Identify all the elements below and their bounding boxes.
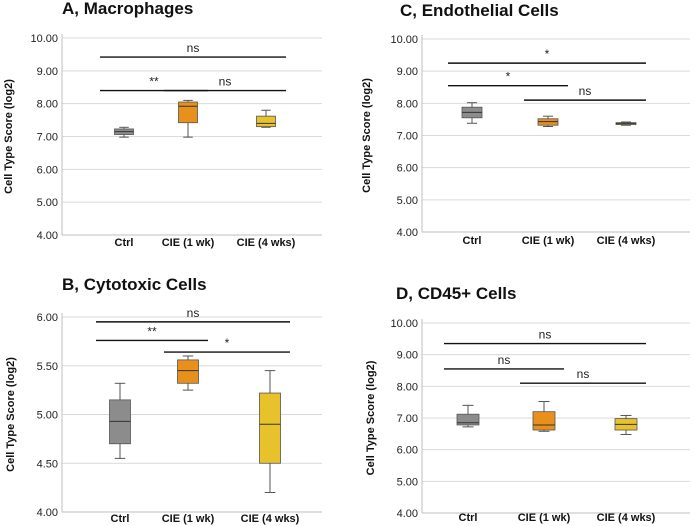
box-ctrl <box>109 382 131 459</box>
box-cie-1-wk <box>532 401 556 432</box>
box-cie-4-wks <box>615 121 637 126</box>
box-cie-4-wks <box>259 370 281 493</box>
y-tick-label: 10.00 <box>390 34 418 46</box>
y-tick-label: 4.00 <box>397 227 418 239</box>
y-tick-label: 6.00 <box>37 312 58 324</box>
iqr-box <box>256 115 276 128</box>
category-label: Ctrl <box>459 512 478 524</box>
y-tick-label: 8.00 <box>37 99 58 111</box>
y-tick-label: 10.00 <box>30 33 58 45</box>
significance-label: * <box>225 336 230 350</box>
significance-label: ns <box>498 353 511 367</box>
category-label: CIE (1 wk) <box>162 513 215 525</box>
panel-title: C, Endothelial Cells <box>400 1 559 20</box>
category-label: Ctrl <box>111 513 130 525</box>
significance-label: * <box>506 70 511 84</box>
box-ctrl <box>114 126 134 138</box>
panel-title: D, CD45+ Cells <box>396 284 516 303</box>
category-label: CIE (1 wk) <box>162 237 215 249</box>
y-tick-label: 7.00 <box>37 132 58 144</box>
iqr-box <box>456 413 480 426</box>
category-label: CIE (4 wks) <box>241 513 300 525</box>
panel-title: A, Macrophages <box>62 0 193 18</box>
y-tick-label: 7.00 <box>397 413 418 425</box>
y-tick-label: 7.00 <box>397 131 418 143</box>
category-label: CIE (4 wks) <box>597 512 656 524</box>
panel-d: D, CD45+ Cells 4.00 5.00 6.00 7.00 8.00 9.00 10… <box>365 284 690 524</box>
iqr-box <box>178 101 198 124</box>
y-axis-title: Cell Type Score (log2) <box>365 360 377 475</box>
significance-label: ns <box>219 75 232 89</box>
significance-label: ns <box>577 367 590 381</box>
y-tick-label: 4.00 <box>397 508 418 520</box>
y-tick-label: 5.00 <box>397 195 418 207</box>
category-label: CIE (1 wk) <box>522 235 575 247</box>
panel-c: C, Endothelial Cells 4.00 5.00 6.00 7.00 8.00… <box>361 1 690 247</box>
y-tick-label: 6.00 <box>397 163 418 175</box>
iqr-box <box>177 359 199 384</box>
box-cie-4-wks <box>256 109 276 128</box>
box-cie-4-wks <box>614 414 638 435</box>
panel-a: A, Macrophages 4.00 5.00 6.00 7.00 8.00 9.00 10… <box>3 0 322 249</box>
y-axis-title: Cell Type Score (log2) <box>361 78 373 193</box>
box-ctrl <box>461 102 483 124</box>
iqr-box <box>532 411 556 431</box>
y-tick-label: 4.00 <box>37 230 58 242</box>
y-tick-label: 8.00 <box>397 98 418 110</box>
y-axis-title: Cell Type Score (log2) <box>5 357 17 472</box>
y-tick-label: 9.00 <box>37 66 58 78</box>
significance-label: * <box>545 47 550 61</box>
y-tick-label: 4.50 <box>37 458 58 470</box>
category-label: Ctrl <box>115 237 134 249</box>
y-tick-label: 9.00 <box>397 66 418 78</box>
category-label: Ctrl <box>463 235 482 247</box>
y-tick-label: 9.00 <box>397 350 418 362</box>
y-tick-label: 8.00 <box>397 381 418 393</box>
y-tick-label: 6.00 <box>397 445 418 457</box>
significance-label: ns <box>579 84 592 98</box>
y-tick-label: 6.00 <box>37 164 58 176</box>
panel-title: B, Cytotoxic Cells <box>62 275 207 294</box>
category-label: CIE (1 wk) <box>518 512 571 524</box>
iqr-box <box>259 392 281 464</box>
y-axis-title: Cell Type Score (log2) <box>3 79 15 194</box>
box-cie-1-wk <box>177 355 199 391</box>
y-tick-label: 10.00 <box>390 318 418 330</box>
y-tick-label: 4.00 <box>37 507 58 519</box>
box-ctrl <box>456 404 480 428</box>
box-cie-1-wk <box>178 99 198 138</box>
y-tick-label: 5.00 <box>37 410 58 422</box>
box-cie-1-wk <box>537 115 559 127</box>
significance-label: ns <box>539 328 552 342</box>
y-tick-label: 5.00 <box>397 476 418 488</box>
category-label: CIE (4 wks) <box>597 235 656 247</box>
y-tick-label: 5.50 <box>37 361 58 373</box>
panel-b: B, Cytotoxic Cells 4.00 4.50 5.00 5.50 6.00 Ce… <box>5 275 322 525</box>
significance-label: ** <box>149 75 159 89</box>
significance-label: ns <box>187 306 200 320</box>
category-label: CIE (4 wks) <box>237 237 296 249</box>
significance-label: ns <box>187 41 200 55</box>
y-tick-label: 5.00 <box>37 197 58 209</box>
significance-label: ** <box>147 324 157 338</box>
